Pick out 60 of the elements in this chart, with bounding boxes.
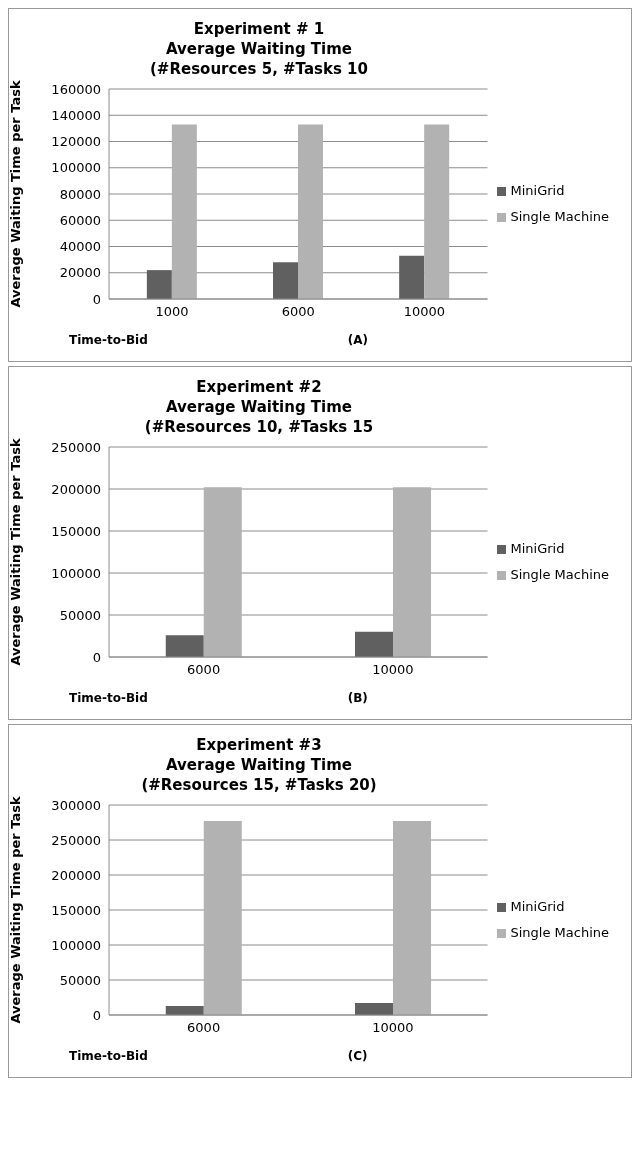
- y-tick-label: 80000: [59, 186, 101, 202]
- y-tick-label: 250000: [51, 832, 101, 848]
- x-tick-label: 6000: [187, 662, 221, 678]
- text: (A): [347, 333, 368, 347]
- x-axis-title: Time-to-Bid: [69, 691, 148, 705]
- bar: [273, 262, 299, 299]
- bar: [399, 255, 425, 299]
- y-tick-label: 200000: [51, 867, 101, 883]
- y-tick-label: 120000: [51, 134, 101, 150]
- y-tick-label: 60000: [59, 212, 101, 228]
- text: (B): [347, 691, 368, 705]
- y-tick-label: 140000: [51, 107, 101, 123]
- bar: [355, 631, 394, 657]
- y-tick-label: 50000: [59, 972, 101, 988]
- y-tick-label: 160000: [51, 81, 101, 97]
- legend-label: MiniGrid: [510, 899, 565, 914]
- chart-title: Experiment # 1 Average Waiting Time (#Resources 5, #Tasks 10: [149, 19, 369, 79]
- y-axis-title: Average Waiting Time per Task: [7, 80, 23, 308]
- bar: [298, 124, 324, 299]
- x-tick-label: 6000: [187, 1020, 221, 1036]
- y-tick-label: 150000: [51, 523, 101, 539]
- x-tick-label: 10000: [403, 304, 446, 320]
- y-tick-label: 200000: [51, 481, 101, 497]
- y-tick-label: 100000: [51, 937, 101, 953]
- bar: [146, 270, 172, 299]
- y-tick-label: 0: [92, 1007, 101, 1023]
- legend-label: Single Machine: [510, 925, 609, 940]
- text: (C): [347, 1049, 368, 1063]
- bar: [165, 635, 204, 657]
- legend-label: MiniGrid: [510, 541, 565, 556]
- y-tick-label: 100000: [51, 160, 101, 176]
- legend-label: Single Machine: [510, 567, 609, 582]
- bar: [203, 487, 242, 657]
- x-tick-label: 10000: [372, 662, 414, 678]
- x-tick-label: 6000: [281, 304, 315, 320]
- y-tick-label: 0: [92, 649, 101, 665]
- bar: [424, 124, 450, 299]
- y-axis-title: Average Waiting Time per Task: [7, 438, 23, 666]
- bar: [393, 487, 432, 657]
- bar: [203, 821, 242, 1015]
- chart-title: Experiment #2 Average Waiting Time (#Resources 10, #Tasks 15: [143, 377, 375, 437]
- y-tick-label: 100000: [51, 565, 101, 581]
- legend-label: MiniGrid: [510, 183, 565, 198]
- y-tick-label: 0: [92, 291, 101, 307]
- y-tick-label: 50000: [59, 607, 101, 623]
- y-tick-label: 20000: [59, 265, 101, 281]
- y-tick-label: 150000: [51, 902, 101, 918]
- bar: [355, 1003, 394, 1015]
- y-axis-title: Average Waiting Time per Task: [7, 796, 23, 1024]
- x-tick-label: 10000: [372, 1020, 414, 1036]
- legend-label: Single Machine: [510, 209, 609, 224]
- x-axis-title: Time-to-Bid: [69, 333, 148, 347]
- bar: [393, 821, 432, 1015]
- y-tick-label: 300000: [51, 797, 101, 813]
- y-tick-label: 250000: [51, 439, 101, 455]
- x-tick-label: 1000: [155, 304, 189, 320]
- x-axis-title: Time-to-Bid: [69, 1049, 148, 1063]
- chart-title: Experiment #3 Average Waiting Time (#Resources 15, #Tasks 20): [140, 735, 378, 795]
- y-tick-label: 40000: [59, 239, 101, 255]
- bar: [171, 124, 197, 299]
